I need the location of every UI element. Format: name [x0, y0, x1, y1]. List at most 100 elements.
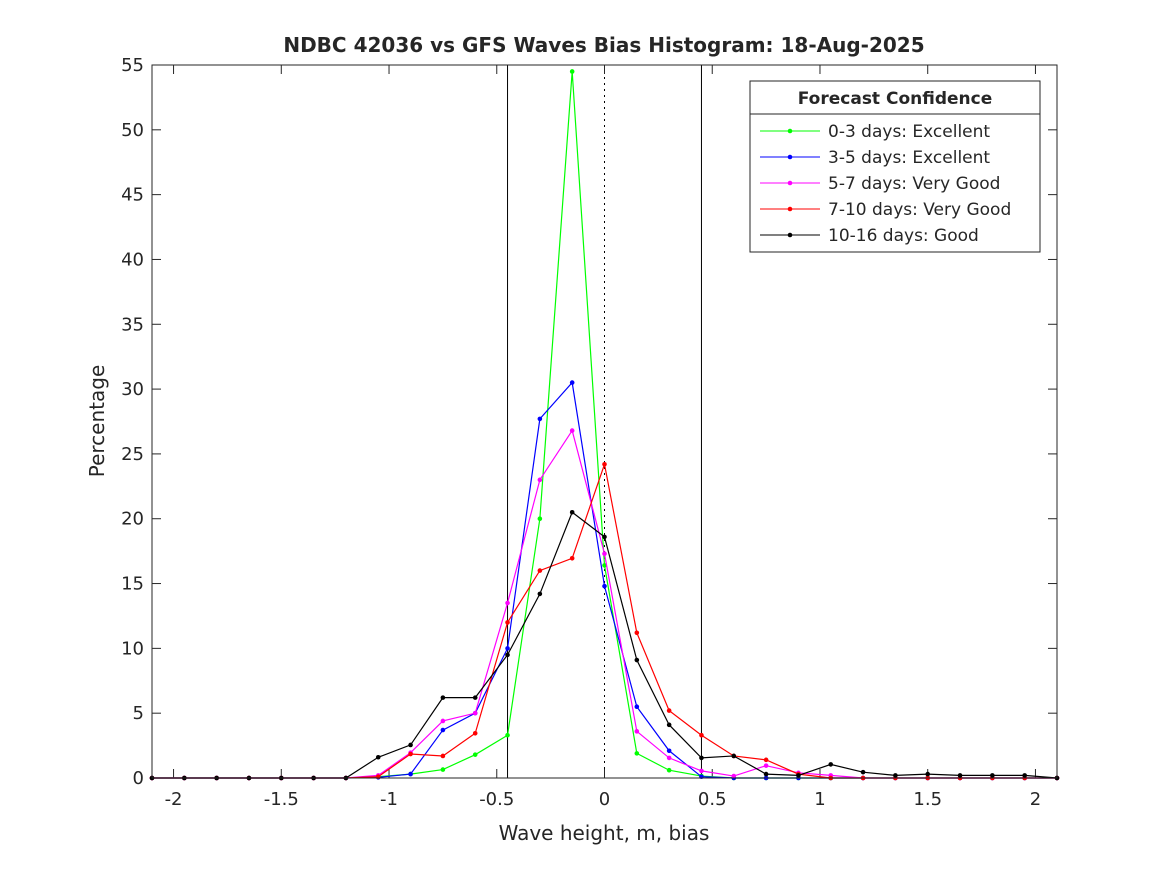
data-point	[505, 600, 510, 606]
data-point	[440, 695, 446, 700]
data-point	[569, 555, 575, 561]
y-tick-label: 50	[121, 120, 144, 141]
series-10-16days	[149, 509, 1060, 781]
y-tick-label: 10	[121, 638, 144, 659]
data-point	[537, 477, 543, 483]
data-point	[699, 732, 704, 738]
data-point	[1022, 773, 1027, 778]
data-point	[537, 568, 543, 573]
chart-title: NDBC 42036 vs GFS Waves Bias Histogram: …	[283, 33, 924, 57]
data-point	[666, 748, 672, 754]
y-tick-label: 40	[121, 249, 144, 270]
data-point	[634, 630, 640, 636]
data-point	[537, 516, 543, 522]
legend-swatch-marker	[787, 180, 793, 186]
legend-swatch-marker	[787, 232, 793, 238]
legend-label: 10-16 days: Good	[828, 226, 979, 246]
x-tick-label: -0.5	[479, 789, 514, 810]
data-point	[796, 773, 801, 778]
y-tick-label: 0	[133, 768, 144, 789]
data-point	[472, 730, 478, 736]
data-point	[602, 534, 607, 540]
x-axis-label: Wave height, m, bias	[499, 821, 710, 845]
plot-area-frame	[151, 64, 1058, 779]
data-point	[634, 729, 640, 734]
x-tick-label: -1.5	[264, 789, 299, 810]
data-point	[569, 428, 575, 433]
data-point	[375, 754, 381, 760]
data-point	[569, 509, 575, 515]
data-point	[763, 763, 769, 768]
data-point	[666, 708, 672, 713]
y-tick-label: 35	[121, 314, 144, 335]
y-tick-label: 55	[121, 55, 144, 76]
data-point	[731, 753, 737, 759]
y-tick-label: 25	[121, 444, 144, 465]
data-point	[408, 751, 413, 757]
data-point	[828, 762, 834, 767]
y-tick-label: 30	[121, 379, 144, 400]
data-point	[699, 768, 704, 774]
legend-label: 3-5 days: Excellent	[828, 148, 990, 168]
data-point	[569, 69, 575, 74]
data-point	[602, 461, 607, 467]
data-point	[602, 563, 607, 568]
y-tick-label: 15	[121, 574, 144, 595]
legend-swatch-marker	[787, 206, 793, 212]
data-point	[440, 753, 446, 759]
data-point	[699, 755, 704, 761]
data-point	[990, 773, 995, 778]
legend-label: 0-3 days: Excellent	[828, 122, 990, 142]
data-point	[505, 620, 510, 625]
data-point	[957, 773, 963, 778]
y-axis-label: Percentage	[85, 365, 109, 478]
data-point	[731, 773, 737, 779]
data-point	[537, 591, 543, 597]
y-tick-label: 20	[121, 509, 144, 530]
series-line	[152, 461, 1057, 779]
data-point	[634, 704, 640, 709]
data-point	[893, 773, 898, 778]
data-point	[440, 727, 446, 733]
legend-swatch-marker	[787, 128, 793, 134]
data-point	[602, 551, 607, 557]
x-tick-label: -2	[165, 789, 183, 810]
data-point	[472, 752, 478, 757]
series-line	[152, 381, 1057, 779]
data-point	[860, 769, 866, 775]
series-5-7days	[149, 428, 1060, 781]
data-point	[472, 695, 478, 700]
x-tick-label: 1.5	[913, 789, 942, 810]
x-tick-label: -1	[380, 789, 398, 810]
data-point	[408, 771, 413, 777]
data-point	[602, 583, 607, 589]
x-tick-label: 1	[814, 789, 825, 810]
y-tick-label: 45	[121, 185, 144, 206]
data-point	[666, 722, 672, 728]
legend: Forecast Confidence 0-3 days: Excellent 3…	[749, 80, 1041, 253]
data-point	[408, 742, 413, 748]
x-tick-label: 0.5	[698, 789, 727, 810]
data-point	[634, 657, 640, 663]
data-point	[666, 755, 672, 761]
data-point	[763, 757, 769, 763]
data-point	[925, 771, 931, 777]
data-point	[440, 767, 446, 772]
data-point	[505, 732, 510, 738]
data-point	[569, 380, 575, 385]
data-point	[472, 710, 478, 716]
data-point	[505, 646, 510, 651]
legend-box	[749, 80, 1041, 253]
legend-label: 5-7 days: Very Good	[828, 174, 1000, 194]
data-point	[634, 751, 640, 756]
data-point	[505, 652, 510, 658]
x-tick-label: 2	[1030, 789, 1041, 810]
y-tick-label: 5	[133, 703, 144, 724]
data-point	[440, 718, 446, 724]
data-point	[537, 416, 543, 422]
legend-swatch-marker	[787, 154, 793, 160]
legend-title: Forecast Confidence	[798, 89, 993, 109]
legend-label: 7-10 days: Very Good	[828, 200, 1011, 220]
